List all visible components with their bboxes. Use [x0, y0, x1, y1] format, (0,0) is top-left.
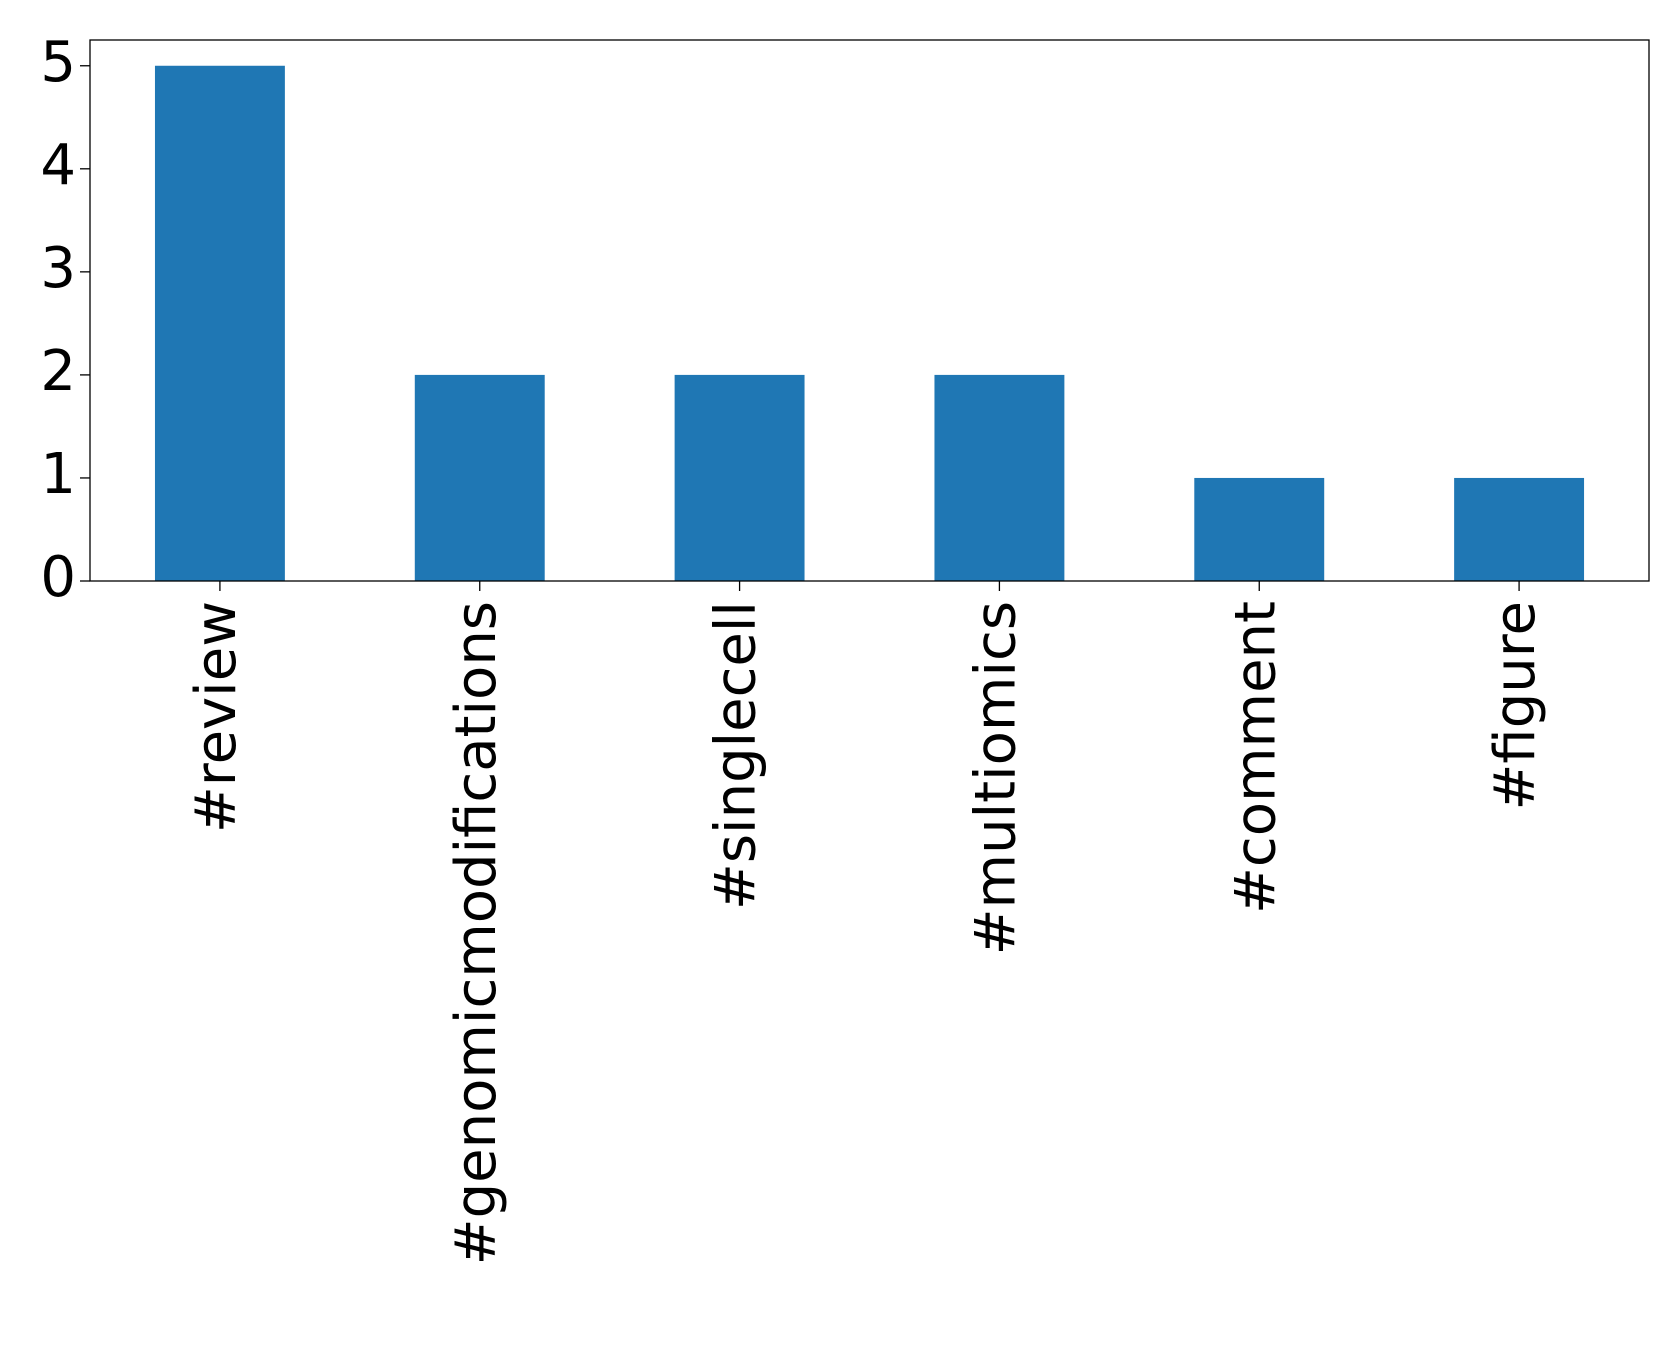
y-tick-label: 0 [40, 545, 76, 610]
plot-area [90, 40, 1649, 581]
y-tick-label: 5 [40, 30, 76, 95]
x-tick-label: #review [184, 601, 249, 833]
bar [674, 374, 805, 581]
bar [1454, 477, 1585, 581]
x-axis: #review #genomicmodifications #singlecell #… [184, 581, 1548, 1265]
bars-layer [154, 65, 1585, 581]
x-tick-label: #singlecell [704, 601, 769, 910]
y-axis: 0 1 2 3 4 5 [40, 30, 90, 610]
x-tick-label: #genomicmodifications [444, 601, 509, 1265]
y-tick-label: 2 [40, 339, 76, 404]
y-tick-label: 4 [40, 133, 76, 198]
bar [1194, 477, 1325, 581]
y-tick-label: 1 [40, 442, 76, 507]
bar [934, 374, 1065, 581]
bar [414, 374, 545, 581]
plot-frame [89, 39, 1650, 582]
x-tick-label: #comment [1223, 601, 1288, 914]
y-tick-label: 3 [40, 236, 76, 301]
x-tick-label: #figure [1483, 601, 1548, 810]
x-tick-label: #multiomics [964, 601, 1029, 955]
bar [154, 65, 285, 581]
